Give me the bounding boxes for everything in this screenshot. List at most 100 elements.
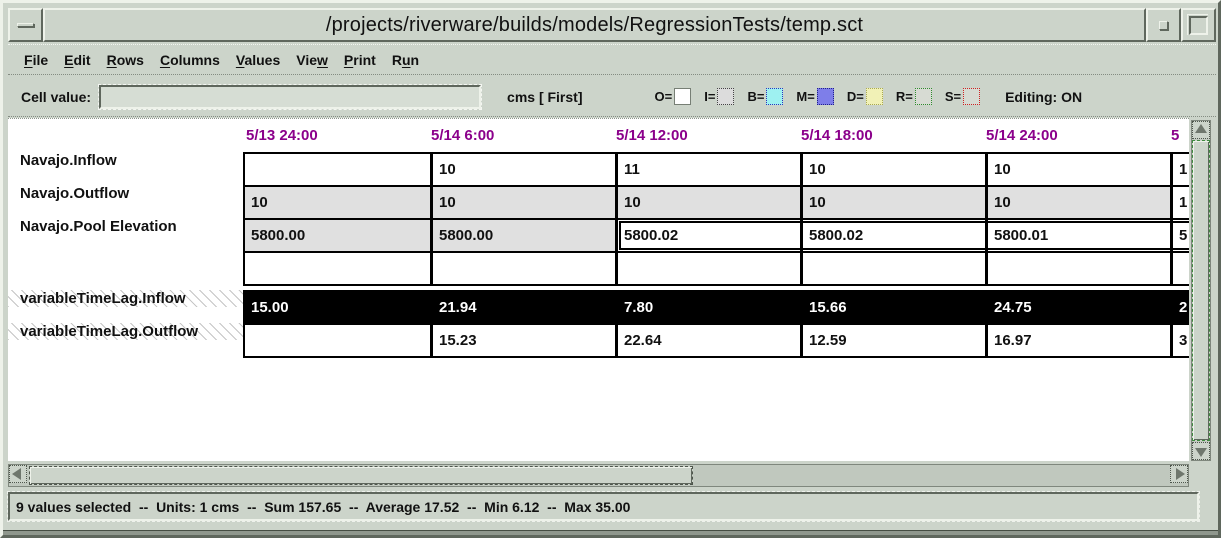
menu-rows[interactable]: Rows (106, 51, 144, 68)
table-grid: Navajo.Inflow 10 11 10 10 1 Navajo.Outflow 10 10… (8, 152, 1189, 358)
column-header[interactable]: 5/14 6:00 (431, 127, 495, 144)
table-cell[interactable]: 2 (1170, 292, 1189, 323)
window-title: /projects/riverware/builds/models/Regres… (325, 13, 864, 36)
scroll-left-button[interactable] (9, 465, 27, 483)
flag-label: M= (796, 89, 815, 104)
table-cell[interactable]: 12.59 (800, 325, 985, 356)
row-cells: 15.00 21.94 7.80 15.66 24.75 2 (243, 290, 1189, 323)
table-row: Navajo.Outflow 10 10 10 10 10 1 (8, 185, 1189, 218)
horizontal-scrollbar[interactable] (8, 464, 1189, 487)
menu-values[interactable]: Values (235, 51, 281, 68)
table-cell[interactable]: 5800.00 (430, 220, 615, 251)
units-label: cms [ First] (507, 88, 583, 105)
menu-view[interactable]: View (296, 51, 328, 68)
table-cell[interactable]: 10 (985, 187, 1170, 218)
row-label[interactable]: variableTimeLag.Inflow (8, 290, 243, 307)
maximize-button[interactable] (1181, 8, 1216, 42)
table-cell[interactable]: 10 (245, 187, 430, 218)
column-header[interactable]: 5 (1171, 127, 1180, 144)
table-cell[interactable]: 5800.01 (985, 220, 1170, 251)
column-header[interactable]: 5/14 24:00 (986, 127, 1058, 144)
table-viewport: 5/13 24:00 5/14 6:00 5/14 12:00 5/14 18:00 5… (8, 118, 1189, 461)
table-cell[interactable] (245, 325, 430, 356)
table-cell[interactable] (800, 253, 985, 284)
title-area[interactable]: /projects/riverware/builds/models/Regres… (43, 8, 1146, 42)
table-cell[interactable]: 5 (1170, 220, 1189, 251)
row-cells: 10 11 10 10 1 (243, 152, 1189, 185)
menu-print[interactable]: Print (343, 51, 376, 68)
table-cell[interactable] (1170, 253, 1189, 284)
window-menu-dash-icon (17, 23, 34, 27)
cell-value-input[interactable] (98, 83, 483, 110)
table-cell[interactable]: 10 (800, 154, 985, 185)
table-cell[interactable]: 5800.02 (615, 220, 800, 251)
menu-run[interactable]: Run (391, 51, 420, 68)
table-cell[interactable]: 15.23 (430, 325, 615, 356)
flag-label: R= (895, 89, 913, 104)
column-header[interactable]: 5/14 12:00 (616, 127, 688, 144)
status-bar: 9 values selected -- Units: 1 cms -- Sum… (7, 491, 1200, 522)
left-arrow-icon (12, 468, 21, 480)
menu-file[interactable]: File (24, 51, 49, 68)
table-section: Navajo.Inflow 10 11 10 10 1 Navajo.Outflow 10 10… (8, 152, 1189, 286)
table-cell[interactable]: 11 (615, 154, 800, 185)
row-cells: 15.23 22.64 12.59 16.97 3 (243, 323, 1189, 358)
flag-item: R= (896, 88, 932, 105)
table-cell[interactable]: 10 (800, 187, 985, 218)
best-efficiency-flag-swatch (766, 88, 784, 105)
table-cell[interactable]: 5800.00 (245, 220, 430, 251)
horizontal-scrollbar-thumb[interactable] (29, 466, 693, 485)
table-cell[interactable] (985, 253, 1170, 284)
table-cell[interactable]: 15.00 (245, 292, 430, 323)
table-cell[interactable]: 10 (615, 187, 800, 218)
table-cell[interactable]: 10 (430, 154, 615, 185)
table-cell[interactable]: 21.94 (430, 292, 615, 323)
window-resize-edge[interactable] (3, 530, 1218, 535)
input-flag-swatch (717, 88, 735, 105)
table-cell[interactable] (615, 253, 800, 284)
menu-columns[interactable]: Columns (159, 51, 220, 68)
horizontal-scrollbar-trough[interactable] (695, 465, 1170, 486)
menu-edit[interactable]: Edit (64, 51, 91, 68)
table-cell[interactable]: 5800.02 (800, 220, 985, 251)
table-row: Navajo.Inflow 10 11 10 10 1 (8, 152, 1189, 185)
row-label[interactable]: Navajo.Outflow (8, 185, 243, 202)
table-cell[interactable]: 1 (1170, 187, 1189, 218)
table-section: variableTimeLag.Inflow 15.00 21.94 7.80 15.6… (8, 290, 1189, 358)
selection-statistics: 9 values selected -- Units: 1 cms -- Sum… (16, 498, 631, 515)
table-cell[interactable]: 3 (1170, 325, 1189, 356)
window-menu-button[interactable] (8, 8, 43, 42)
table-cell[interactable] (430, 253, 615, 284)
surcharge-flag-swatch (963, 88, 981, 105)
scroll-right-button[interactable] (1170, 465, 1188, 483)
title-bar: /projects/riverware/builds/models/Regres… (8, 8, 1216, 42)
right-arrow-icon (1176, 468, 1185, 480)
table-cell[interactable]: 22.64 (615, 325, 800, 356)
flag-item: D= (847, 88, 883, 105)
table-cell[interactable]: 16.97 (985, 325, 1170, 356)
table-row: variableTimeLag.Outflow 15.23 22.64 12.59 16… (8, 323, 1189, 358)
drift-flag-swatch (865, 88, 883, 105)
vertical-scrollbar[interactable] (1191, 120, 1211, 461)
row-label[interactable]: variableTimeLag.Outflow (8, 323, 243, 340)
minimize-button[interactable] (1146, 8, 1181, 42)
row-label[interactable]: Navajo.Pool Elevation (8, 218, 243, 235)
table-cell[interactable] (245, 154, 430, 185)
table-cell[interactable]: 1 (1170, 154, 1189, 185)
flag-label: I= (704, 89, 716, 104)
column-header[interactable]: 5/14 18:00 (801, 127, 873, 144)
table-cell[interactable]: 24.75 (985, 292, 1170, 323)
scroll-down-button[interactable] (1192, 442, 1210, 460)
table-cell[interactable]: 10 (430, 187, 615, 218)
column-header[interactable]: 5/13 24:00 (246, 127, 318, 144)
table-cell[interactable]: 15.66 (800, 292, 985, 323)
vertical-scrollbar-thumb[interactable] (1192, 140, 1210, 441)
row-cells (243, 251, 1189, 286)
table-cell[interactable]: 10 (985, 154, 1170, 185)
table-cell[interactable] (245, 253, 430, 284)
row-label[interactable]: Navajo.Inflow (8, 152, 243, 169)
table-row: variableTimeLag.Inflow 15.00 21.94 7.80 15.6… (8, 290, 1189, 323)
table-cell[interactable]: 7.80 (615, 292, 800, 323)
scroll-up-button[interactable] (1192, 121, 1210, 139)
